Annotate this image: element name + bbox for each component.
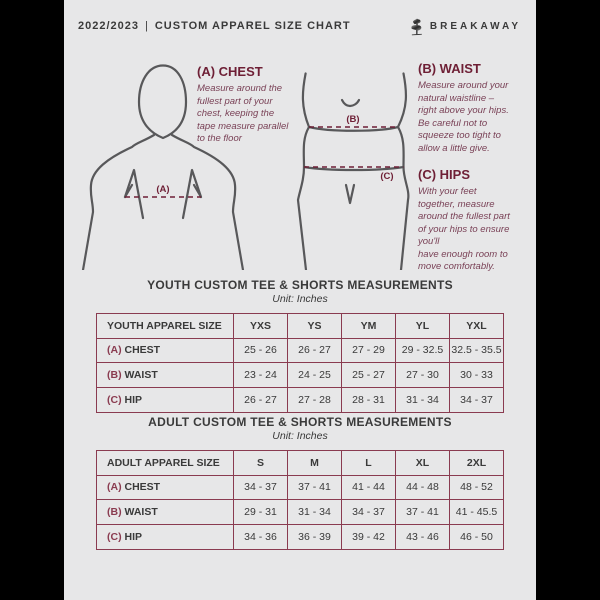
svg-text:(A): (A) (156, 184, 169, 195)
svg-text:(C): (C) (380, 171, 393, 182)
svg-text:(B): (B) (346, 114, 359, 125)
